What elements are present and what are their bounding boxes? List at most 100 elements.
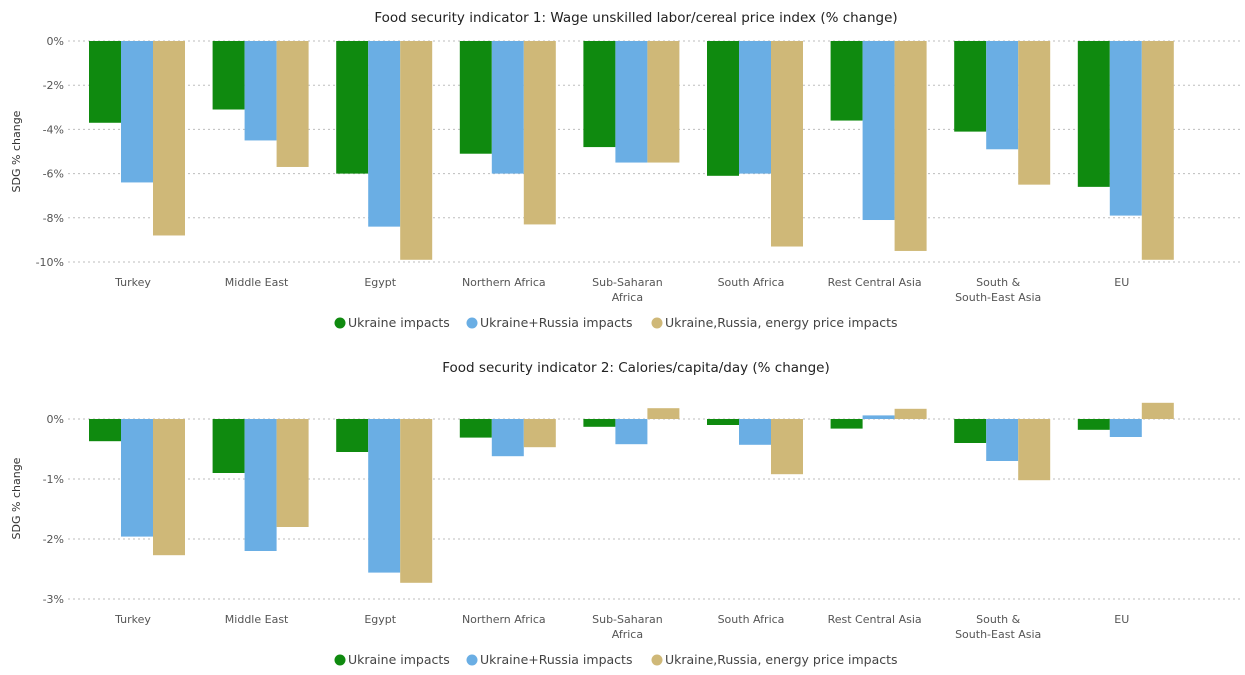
bar xyxy=(739,419,771,445)
bar xyxy=(830,41,863,121)
legend-marker xyxy=(466,654,478,666)
x-tick-label-line: Middle East xyxy=(225,276,289,289)
x-tick-label-line: Sub-Saharan xyxy=(592,613,663,626)
x-tick-label: South Africa xyxy=(718,613,785,626)
bar xyxy=(336,419,369,452)
x-tick-label-line: South Africa xyxy=(718,276,785,289)
x-tick-label: Middle East xyxy=(225,613,289,626)
x-tick-label-line: South-East Asia xyxy=(955,291,1041,304)
y-tick-label: -10% xyxy=(36,256,64,269)
x-tick-label: Northern Africa xyxy=(462,276,546,289)
chart-2: Food security indicator 2: Calories/capi… xyxy=(10,360,1240,667)
legend-label: Ukraine,Russia, energy price impacts xyxy=(665,652,898,667)
x-tick-label: Turkey xyxy=(114,613,151,626)
bar xyxy=(862,415,895,419)
bar xyxy=(491,419,524,457)
bar xyxy=(1141,402,1174,419)
x-tick-label: South & South-East Asia xyxy=(955,613,1041,641)
x-tick-label-line: South Africa xyxy=(718,613,785,626)
bar xyxy=(244,419,277,551)
bar xyxy=(89,419,121,442)
bar xyxy=(615,41,648,163)
legend-marker xyxy=(651,654,663,666)
x-tick-label-line: South & xyxy=(976,276,1020,289)
y-tick-label: -6% xyxy=(43,168,64,181)
y-axis-label: SDG % change xyxy=(10,457,23,539)
y-tick-label: 0% xyxy=(47,35,64,48)
bar xyxy=(276,419,309,527)
x-tick-label: Egypt xyxy=(364,613,396,626)
bar xyxy=(707,419,739,425)
x-tick-label-line: Turkey xyxy=(114,276,151,289)
y-axis-label: SDG % change xyxy=(10,110,23,192)
bar xyxy=(583,41,616,148)
x-tick-label-line: Africa xyxy=(612,628,643,641)
x-tick-label-line: Middle East xyxy=(225,613,289,626)
y-tick-label: -2% xyxy=(43,79,64,92)
bar xyxy=(830,419,863,429)
bar xyxy=(739,41,771,174)
bar xyxy=(707,41,739,176)
bar xyxy=(1141,41,1174,260)
legend-label: Ukraine+Russia impacts xyxy=(480,652,632,667)
x-tick-label: EU xyxy=(1114,613,1129,626)
x-tick-label: Turkey xyxy=(114,276,151,289)
bar xyxy=(647,41,680,163)
legend-label: Ukraine impacts xyxy=(348,315,450,330)
x-tick-label-line: Rest Central Asia xyxy=(828,276,922,289)
chart-title: Food security indicator 2: Calories/capi… xyxy=(442,360,830,376)
bar xyxy=(771,41,803,247)
bar xyxy=(491,41,524,174)
bar xyxy=(89,41,121,123)
bar xyxy=(1077,419,1110,430)
bar xyxy=(1109,41,1142,216)
legend-marker xyxy=(466,317,478,329)
y-tick-label: -2% xyxy=(43,533,64,546)
bar xyxy=(771,419,803,475)
x-tick-label: South Africa xyxy=(718,276,785,289)
bar xyxy=(400,419,433,583)
legend-marker xyxy=(334,317,346,329)
x-tick-label-line: Turkey xyxy=(114,613,151,626)
bar xyxy=(523,41,556,225)
x-tick-label-line: Egypt xyxy=(364,276,396,289)
bar xyxy=(276,41,309,167)
bar xyxy=(459,41,492,154)
x-tick-label: Sub-Saharan Africa xyxy=(592,276,663,304)
bar xyxy=(212,419,245,473)
bar xyxy=(244,41,277,141)
bar xyxy=(368,419,401,573)
bar xyxy=(894,41,927,251)
x-tick-label-line: Northern Africa xyxy=(462,276,546,289)
bar xyxy=(1018,419,1051,481)
legend-label: Ukraine+Russia impacts xyxy=(480,315,632,330)
x-tick-label: Sub-Saharan Africa xyxy=(592,613,663,641)
bar xyxy=(121,41,153,183)
y-tick-label: 0% xyxy=(47,413,64,426)
chart-1: Food security indicator 1: Wage unskille… xyxy=(10,10,1240,330)
bar xyxy=(615,419,648,445)
y-tick-label: -3% xyxy=(43,593,64,606)
legend-label: Ukraine impacts xyxy=(348,652,450,667)
bar xyxy=(954,419,987,443)
x-tick-label: Northern Africa xyxy=(462,613,546,626)
bar xyxy=(459,419,492,438)
x-tick-label: Egypt xyxy=(364,276,396,289)
x-tick-label: EU xyxy=(1114,276,1129,289)
bar xyxy=(583,419,616,427)
legend-marker xyxy=(334,654,346,666)
bar xyxy=(121,419,153,537)
bar xyxy=(986,41,1019,150)
chart-title: Food security indicator 1: Wage unskille… xyxy=(374,10,897,26)
bar xyxy=(986,419,1019,461)
bar xyxy=(647,408,680,419)
y-tick-label: -4% xyxy=(43,123,64,136)
bar xyxy=(1018,41,1051,185)
legend-marker xyxy=(651,317,663,329)
x-tick-label-line: Africa xyxy=(612,291,643,304)
bar xyxy=(1109,419,1142,437)
x-tick-label-line: Sub-Saharan xyxy=(592,276,663,289)
x-tick-label: South & South-East Asia xyxy=(955,276,1041,304)
x-tick-label: Rest Central Asia xyxy=(828,276,922,289)
